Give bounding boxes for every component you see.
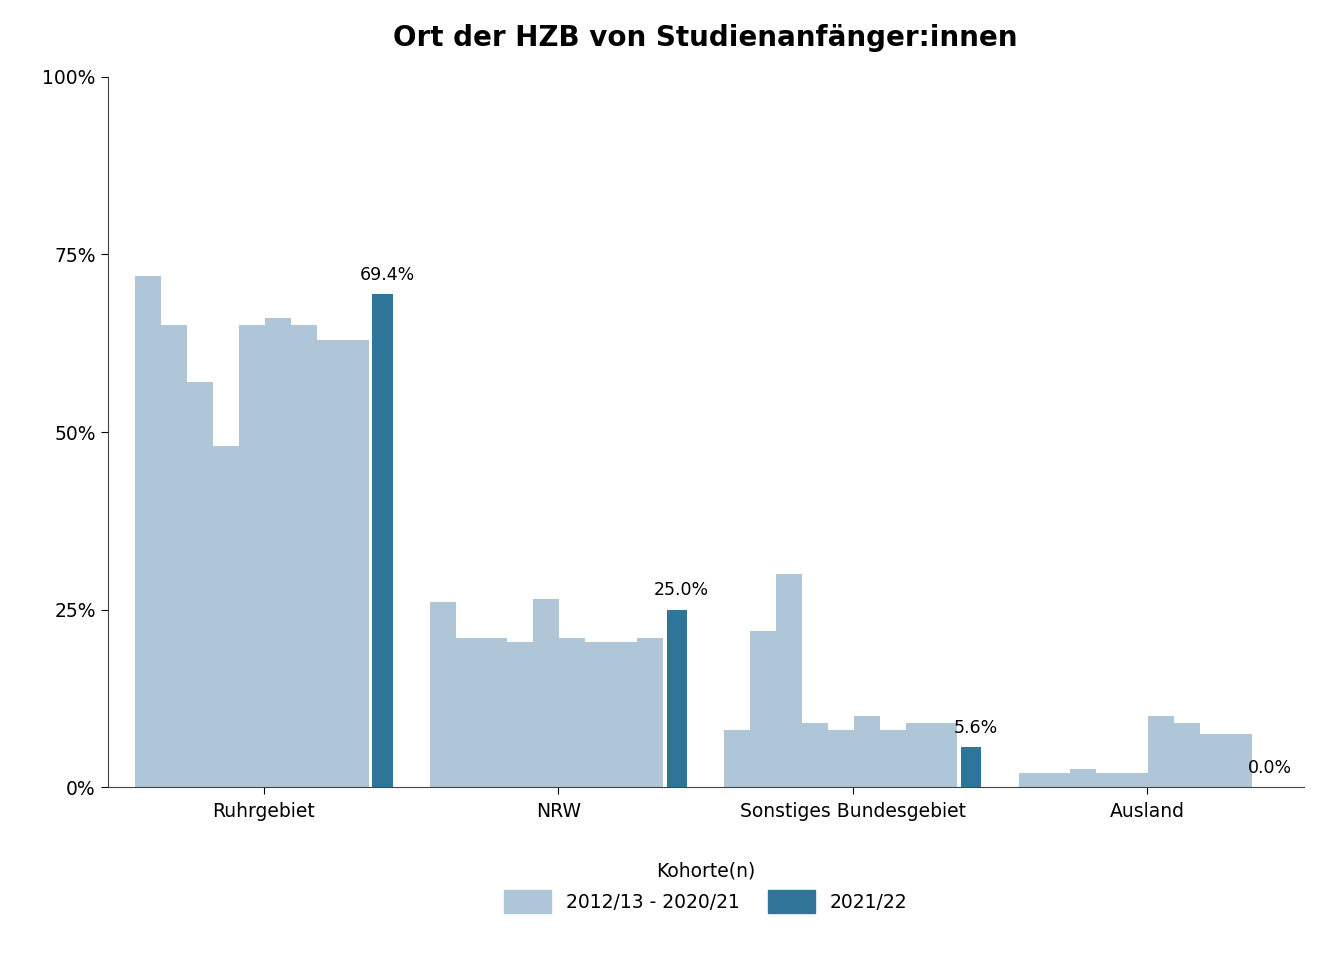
Bar: [828, 731, 853, 787]
Bar: [961, 748, 981, 787]
Bar: [1175, 723, 1200, 787]
Bar: [265, 319, 290, 787]
Bar: [853, 716, 880, 787]
Bar: [456, 638, 481, 787]
Bar: [750, 631, 775, 787]
Bar: [880, 731, 906, 787]
Bar: [290, 325, 317, 787]
Bar: [667, 610, 687, 787]
Bar: [1226, 733, 1251, 787]
Bar: [1122, 773, 1148, 787]
Text: 0.0%: 0.0%: [1249, 758, 1293, 777]
Bar: [1070, 770, 1097, 787]
Bar: [1200, 733, 1226, 787]
Bar: [1019, 773, 1044, 787]
Bar: [239, 325, 265, 787]
Bar: [585, 641, 612, 787]
Bar: [1044, 773, 1070, 787]
Bar: [1097, 773, 1122, 787]
Bar: [214, 446, 239, 787]
Bar: [317, 340, 343, 787]
Bar: [802, 723, 828, 787]
Bar: [372, 294, 392, 787]
Bar: [136, 276, 161, 787]
Bar: [508, 641, 534, 787]
Bar: [559, 638, 585, 787]
Bar: [637, 638, 663, 787]
Legend: 2012/13 - 2020/21, 2021/22: 2012/13 - 2020/21, 2021/22: [504, 861, 907, 913]
Bar: [1148, 716, 1175, 787]
Bar: [187, 382, 214, 787]
Bar: [931, 723, 957, 787]
Title: Ort der HZB von Studienanfänger:innen: Ort der HZB von Studienanfänger:innen: [394, 24, 1017, 52]
Bar: [906, 723, 931, 787]
Bar: [775, 574, 802, 787]
Text: 69.4%: 69.4%: [359, 266, 415, 283]
Bar: [534, 599, 559, 787]
Bar: [430, 603, 456, 787]
Bar: [161, 325, 187, 787]
Text: 25.0%: 25.0%: [655, 581, 710, 599]
Bar: [612, 641, 637, 787]
Bar: [343, 340, 368, 787]
Bar: [481, 638, 508, 787]
Bar: [724, 731, 750, 787]
Text: 5.6%: 5.6%: [954, 719, 999, 736]
